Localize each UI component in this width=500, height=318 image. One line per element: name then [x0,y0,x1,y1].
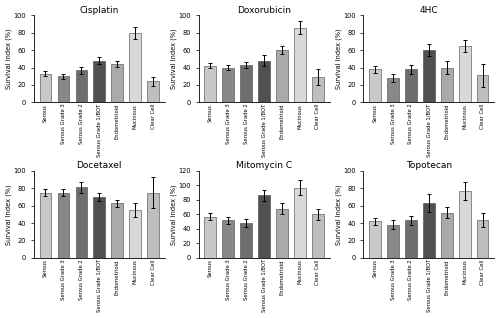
Bar [58,193,69,258]
Bar [294,27,306,102]
Bar [240,65,252,102]
Bar [76,70,87,102]
Bar [387,225,399,258]
Bar [459,46,470,102]
Title: Mitomycin C: Mitomycin C [236,161,292,170]
Bar [387,78,399,102]
Bar [294,188,306,258]
Bar [222,67,234,102]
Title: Doxorubicin: Doxorubicin [237,5,291,15]
Y-axis label: Survival Index (%): Survival Index (%) [170,29,177,89]
Bar [76,187,87,258]
Y-axis label: Survival Index (%): Survival Index (%) [6,184,12,245]
Bar [423,50,434,102]
Title: Cisplatin: Cisplatin [80,5,119,15]
Bar [94,197,105,258]
Bar [40,73,52,102]
Bar [204,66,216,102]
Bar [459,191,470,258]
Bar [441,67,452,102]
Y-axis label: Survival Index (%): Survival Index (%) [170,184,177,245]
Bar [240,223,252,258]
Bar [222,220,234,258]
Y-axis label: Survival Index (%): Survival Index (%) [6,29,12,89]
Title: Topotecan: Topotecan [406,161,452,170]
Bar [370,221,381,258]
Bar [276,50,288,102]
Bar [312,77,324,102]
Bar [477,220,488,258]
Y-axis label: Survival Index (%): Survival Index (%) [335,184,342,245]
Bar [441,213,452,258]
Bar [477,75,488,102]
Bar [40,193,52,258]
Bar [258,196,270,258]
Bar [312,214,324,258]
Y-axis label: Survival Index (%): Survival Index (%) [335,29,342,89]
Title: 4HC: 4HC [420,5,438,15]
Bar [405,220,417,258]
Bar [276,209,288,258]
Bar [112,203,123,258]
Bar [112,64,123,102]
Bar [370,69,381,102]
Bar [423,203,434,258]
Bar [130,210,141,258]
Bar [94,60,105,102]
Bar [147,193,159,258]
Bar [405,69,417,102]
Bar [130,33,141,102]
Bar [147,81,159,102]
Title: Docetaxel: Docetaxel [76,161,122,170]
Bar [58,76,69,102]
Bar [258,60,270,102]
Bar [204,217,216,258]
